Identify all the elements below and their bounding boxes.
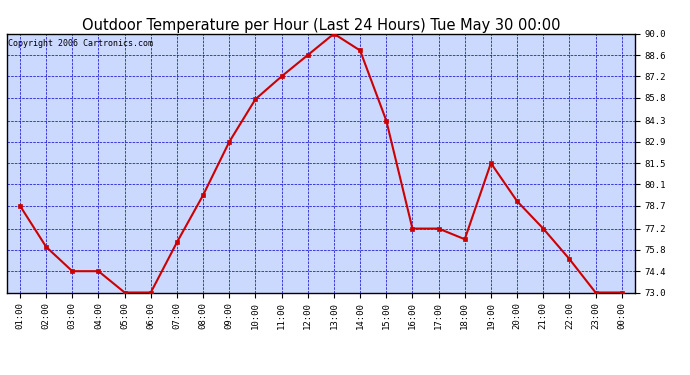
Title: Outdoor Temperature per Hour (Last 24 Hours) Tue May 30 00:00: Outdoor Temperature per Hour (Last 24 Ho… bbox=[81, 18, 560, 33]
Text: Copyright 2006 Cartronics.com: Copyright 2006 Cartronics.com bbox=[8, 39, 153, 48]
